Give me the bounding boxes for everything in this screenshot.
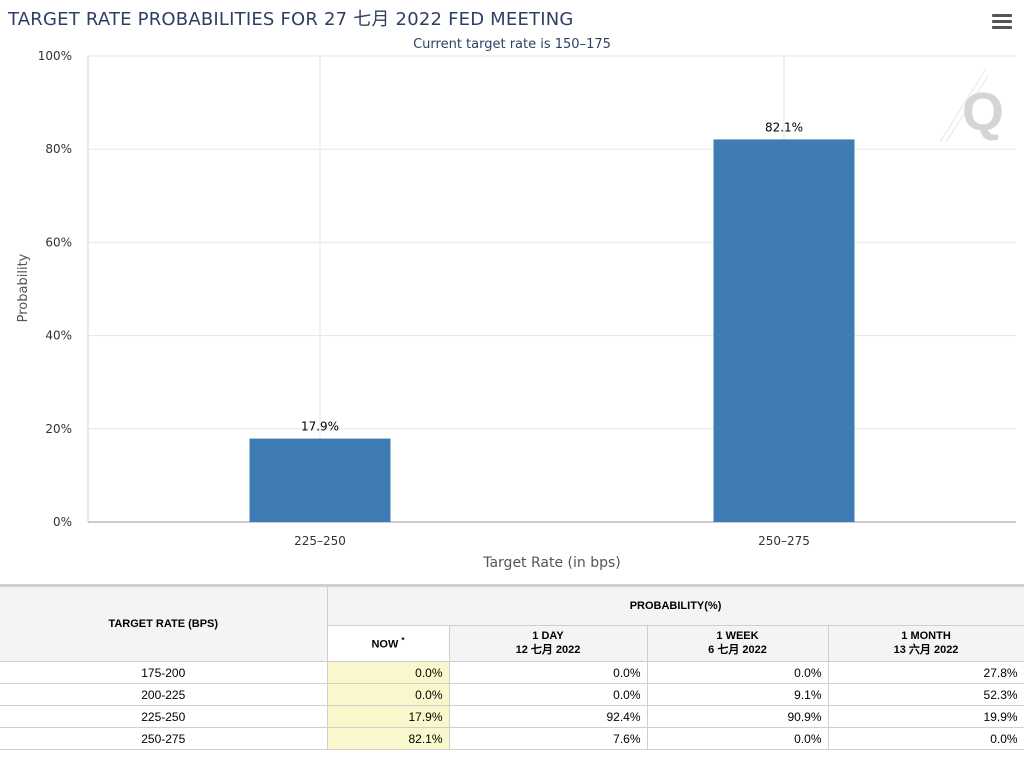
cell-rate: 200-225 bbox=[0, 683, 328, 706]
cell-1-week: 0.0% bbox=[646, 661, 829, 684]
cell-1-day: 0.0% bbox=[448, 661, 648, 684]
probability-table: TARGET RATE (BPS) PROBABILITY(%) NOW * 1… bbox=[0, 584, 1024, 764]
table-row: 225-250 17.9% 92.4% 90.9% 19.9% bbox=[0, 705, 1024, 728]
cell-1-month: 52.3% bbox=[827, 683, 1024, 706]
y-tick-label: 20% bbox=[45, 422, 72, 436]
y-tick-label: 0% bbox=[53, 515, 72, 529]
x-tick-label: 225–250 bbox=[294, 534, 346, 548]
cell-1-day: 92.4% bbox=[448, 705, 648, 728]
y-tick-label: 80% bbox=[45, 142, 72, 156]
cell-now: 0.0% bbox=[326, 683, 450, 706]
cell-1-day: 0.0% bbox=[448, 683, 648, 706]
cell-rate: 225-250 bbox=[0, 705, 328, 728]
cell-rate: 250-275 bbox=[0, 727, 328, 750]
header-1-day: 1 DAY 12 七月 2022 bbox=[448, 624, 648, 663]
svg-text:Q: Q bbox=[962, 82, 1004, 142]
header-1-month: 1 MONTH 13 六月 2022 bbox=[827, 624, 1024, 663]
bar-chart: 0% 20% 40% 60% 80% 100% 17.9% 82.1% 225–250 250… bbox=[16, 49, 1016, 571]
cell-1-month: 27.8% bbox=[827, 661, 1024, 684]
chart-subtitle: Current target rate is 150–175 bbox=[413, 37, 611, 52]
cell-1-week: 9.1% bbox=[646, 683, 829, 706]
table-row: 200-225 0.0% 0.0% 9.1% 52.3% bbox=[0, 683, 1024, 706]
y-tick-label: 60% bbox=[45, 235, 72, 249]
header-target-rate: TARGET RATE (BPS) bbox=[0, 586, 328, 662]
bar bbox=[713, 139, 855, 522]
watermark-logo: Q bbox=[939, 69, 1004, 143]
header-probability: PROBABILITY(%) bbox=[326, 586, 1024, 626]
x-tick-labels: 225–250 250–275 bbox=[294, 534, 810, 548]
cell-now: 17.9% bbox=[326, 705, 450, 728]
cell-1-month: 19.9% bbox=[827, 705, 1024, 728]
y-tick-labels: 0% 20% 40% 60% 80% 100% bbox=[38, 49, 72, 529]
cell-1-day: 7.6% bbox=[448, 727, 648, 750]
hamburger-menu-icon[interactable] bbox=[992, 14, 1012, 30]
cell-now: 0.0% bbox=[326, 661, 450, 684]
chart-grid bbox=[87, 55, 1016, 523]
cell-rate: 175-200 bbox=[0, 661, 328, 684]
cell-1-week: 0.0% bbox=[646, 727, 829, 750]
y-tick-label: 100% bbox=[38, 49, 72, 63]
x-tick-label: 250–275 bbox=[758, 534, 810, 548]
bar bbox=[249, 438, 391, 522]
data-label: 17.9% bbox=[301, 420, 339, 434]
chart-title: TARGET RATE PROBABILITIES FOR 27 七月 2022… bbox=[8, 9, 574, 30]
header-1-week: 1 WEEK 6 七月 2022 bbox=[646, 624, 829, 663]
table-row: 175-200 0.0% 0.0% 0.0% 27.8% bbox=[0, 661, 1024, 684]
cell-1-week: 90.9% bbox=[646, 705, 829, 728]
cell-1-month: 0.0% bbox=[827, 727, 1024, 750]
chart-bars: 17.9% 82.1% bbox=[249, 120, 855, 522]
header-now: NOW * bbox=[326, 624, 450, 663]
table-row: 250-275 82.1% 7.6% 0.0% 0.0% bbox=[0, 727, 1024, 750]
data-label: 82.1% bbox=[765, 120, 803, 134]
y-tick-label: 40% bbox=[45, 329, 72, 343]
x-axis-label: Target Rate (in bps) bbox=[482, 555, 621, 571]
y-axis-label: Probability bbox=[16, 253, 31, 322]
cell-now: 82.1% bbox=[326, 727, 450, 750]
